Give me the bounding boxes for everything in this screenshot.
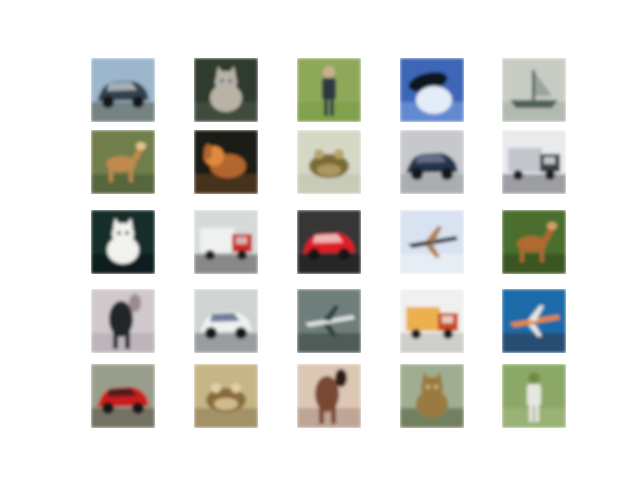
tile-image [297,58,361,122]
tile-image [297,289,361,353]
tile-image [194,130,258,194]
image-tile-frog [297,130,361,194]
image-tile-bird [400,58,464,122]
tile-image [400,130,464,194]
tile-image [297,210,361,274]
tile-image [91,58,155,122]
image-tile-horse [297,364,361,428]
image-tile-airplane [502,289,566,353]
image-tile-frog [194,364,258,428]
image-tile-car [194,289,258,353]
tile-image [400,289,464,353]
tile-image [297,130,361,194]
tile-image [91,364,155,428]
image-tile-cat [91,210,155,274]
tile-image [502,364,566,428]
image-tile-cat [400,364,464,428]
tile-image [502,130,566,194]
image-tile-deer [91,130,155,194]
tile-image [194,289,258,353]
tile-image [400,364,464,428]
tile-image [502,289,566,353]
tile-image [400,210,464,274]
image-tile-truck [194,210,258,274]
tile-image [194,364,258,428]
tile-image [194,58,258,122]
image-tile-car [400,130,464,194]
image-tile-truck [400,289,464,353]
image-tile-car [297,210,361,274]
tile-image [502,210,566,274]
image-tile-car [91,364,155,428]
image-tile-deer [502,210,566,274]
image-tile-airplane [400,210,464,274]
tile-image [400,58,464,122]
tile-image [297,364,361,428]
image-tile-boat [502,58,566,122]
tile-image [194,210,258,274]
tile-image [91,289,155,353]
image-tile-person [297,58,361,122]
image-tile-dog [194,130,258,194]
image-tile-cat [194,58,258,122]
tile-image [91,130,155,194]
tile-image [502,58,566,122]
image-tile-truck [502,130,566,194]
tile-image [91,210,155,274]
image-tile-car [91,58,155,122]
image-tile-airplane [297,289,361,353]
image-tile-horse [91,289,155,353]
image-tile-person [502,364,566,428]
